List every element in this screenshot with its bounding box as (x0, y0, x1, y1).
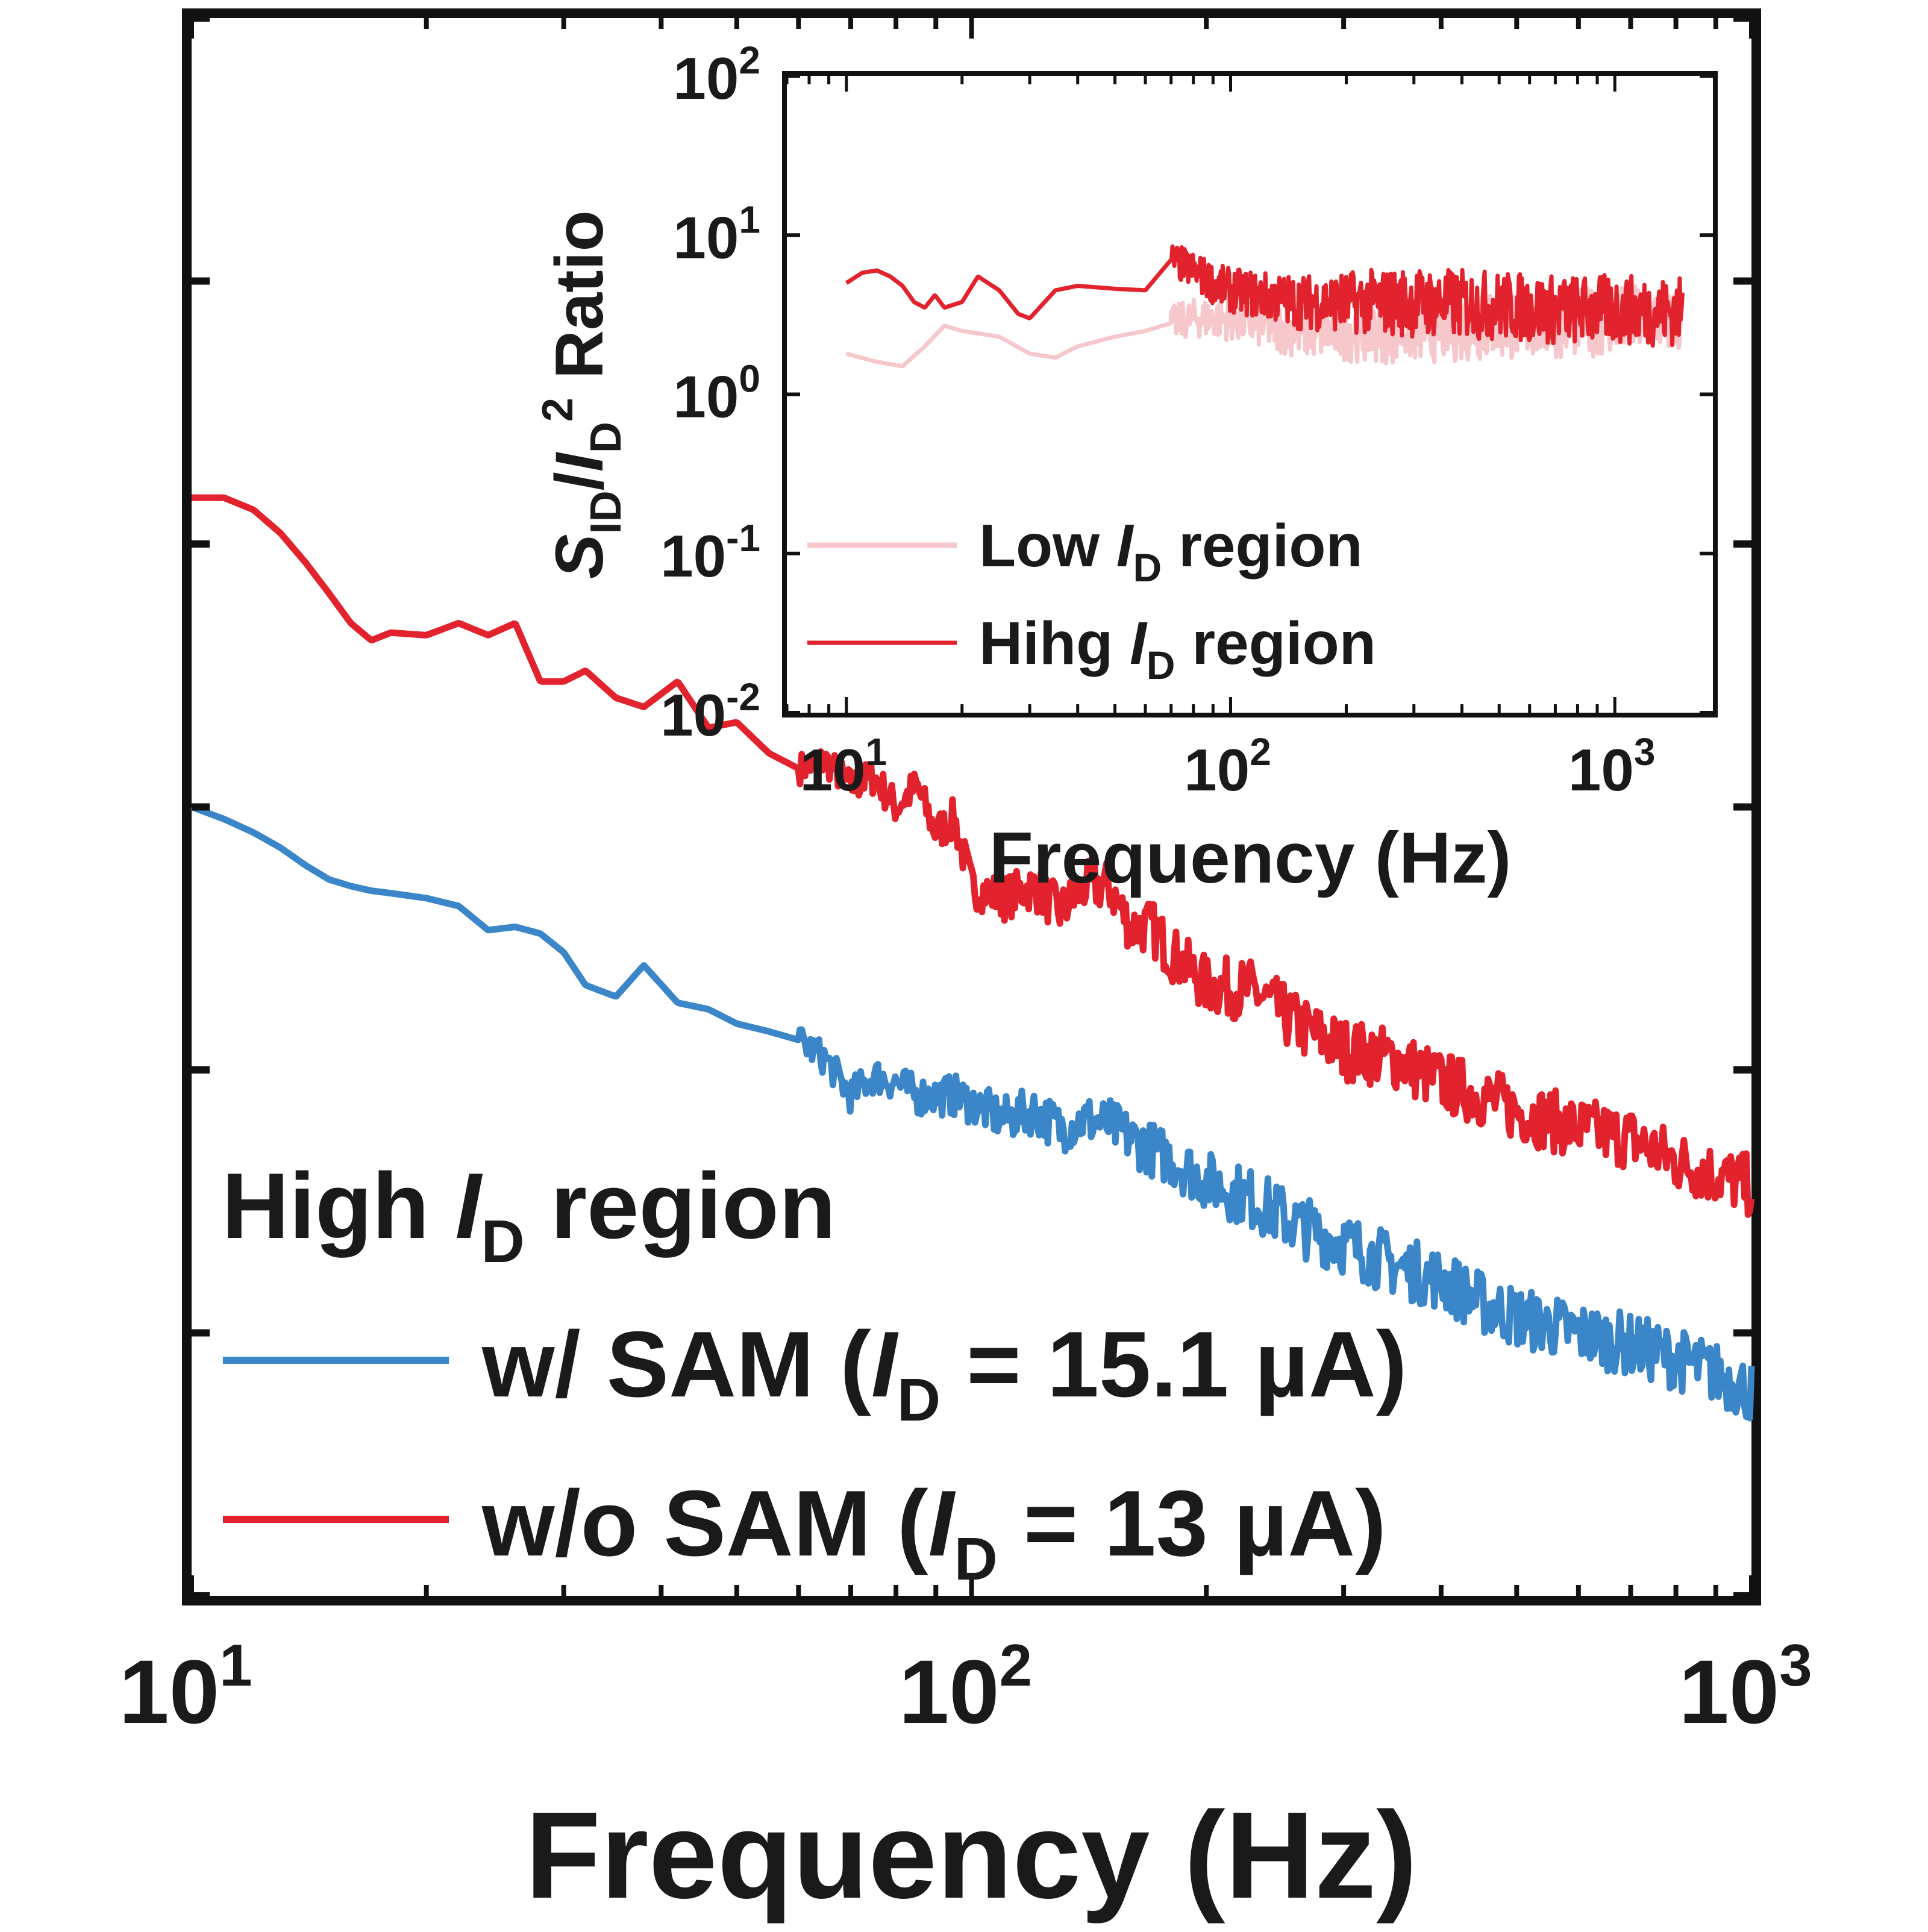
inset-x-tick-labels: 101 102 103 (800, 730, 1655, 803)
inset-legend-entry-1-post: region (1175, 610, 1376, 677)
inset-y-axis-label: SID/ID2 Ratio (534, 210, 630, 579)
inset-ylabel-post: Ratio (542, 210, 617, 398)
inset-legend-entry-0-italic: I (1116, 512, 1135, 580)
main-legend-entry-0-italic: I (871, 1312, 899, 1416)
main-plot-frame (182, 8, 1761, 1605)
inset-y-tick-labels: 102 101 100 10-1 10-2 (660, 39, 760, 748)
main-legend: High ID region w/ SAM (ID = 15.1 µA) w/o… (222, 1154, 1407, 1593)
inset-ylabel-sup: 2 (534, 398, 582, 422)
main-legend-entry-0-sub: D (897, 1366, 941, 1434)
main-series-0-line (190, 494, 1755, 1218)
inset-x-tick-label-0: 101 (800, 730, 887, 803)
main-legend-entry-1-pre: w/o SAM ( (481, 1471, 928, 1575)
inset-y-tick-label-0: 102 (673, 39, 760, 111)
inset-legend-entry-0-pre: Low (979, 512, 1116, 580)
main-legend-title-italic: I (455, 1154, 483, 1258)
inset-ylabel-i-sub: D (582, 422, 630, 453)
inset-ylabel-slash: / (542, 472, 617, 490)
main-legend-entry-with-sam: w/ SAM (ID = 15.1 µA) (481, 1312, 1407, 1434)
inset-series-1-line (845, 244, 1685, 348)
main-legend-entry-1-italic: I (928, 1471, 956, 1575)
main-legend-title-sub: D (481, 1208, 525, 1275)
inset-plot-frame (782, 71, 1718, 717)
main-x-tick-label-0: 101 (119, 1632, 252, 1742)
main-legend-title-post: region (525, 1154, 836, 1258)
inset-y-tick-label-4: 10-2 (660, 675, 760, 748)
inset-ticks-group (785, 74, 1713, 714)
inset-x-axis-label: Frequency (Hz) (989, 818, 1512, 898)
inset-legend-entry-1-sub: D (1147, 643, 1175, 687)
main-x-tick-label-2: 103 (1679, 1632, 1812, 1742)
inset-legend-entry-0-sub: D (1133, 545, 1162, 590)
main-legend-title: High ID region (222, 1154, 836, 1275)
main-ticks-group (189, 14, 1754, 1599)
main-legend-entry-1-post: = 13 µA) (998, 1471, 1386, 1575)
main-x-axis-label: Frequency (Hz) (525, 1786, 1418, 1924)
inset-legend-entry-0-post: region (1162, 512, 1362, 580)
main-legend-entry-0-post: = 15.1 µA) (941, 1312, 1407, 1416)
inset-legend-entry-low: Low ID region (979, 512, 1363, 590)
inset-legend: Low ID region Hihg ID region (807, 512, 1376, 687)
inset-ylabel-s-sub: ID (582, 490, 630, 534)
main-legend-title-pre: High (222, 1154, 455, 1258)
inset-y-tick-label-2: 100 (673, 357, 760, 430)
inset-legend-entry-1-italic: I (1130, 610, 1148, 677)
inset-x-tick-label-2: 103 (1568, 730, 1656, 803)
inset-ylabel-s: S (542, 534, 617, 579)
main-legend-entry-0-pre: w/ SAM ( (481, 1312, 871, 1416)
main-x-tick-label-1: 102 (899, 1632, 1032, 1742)
main-legend-entry-without-sam: w/o SAM (ID = 13 µA) (481, 1471, 1386, 1593)
inset-ylabel-i: I (542, 451, 617, 472)
inset-x-tick-label-1: 102 (1184, 730, 1271, 803)
main-series-1-line (190, 804, 1755, 1422)
main-x-tick-labels: 101 102 103 (119, 1632, 1812, 1742)
inset-legend-entry-1-pre: Hihg (979, 610, 1130, 677)
inset-y-tick-label-3: 10-1 (660, 516, 760, 589)
inset-y-tick-label-1: 101 (673, 198, 760, 270)
main-legend-entry-1-sub: D (954, 1525, 998, 1593)
inset-series-group (845, 244, 1685, 369)
inset-background (784, 73, 1715, 715)
inset-legend-entry-high: Hihg ID region (979, 610, 1376, 687)
main-series-group (190, 494, 1755, 1422)
